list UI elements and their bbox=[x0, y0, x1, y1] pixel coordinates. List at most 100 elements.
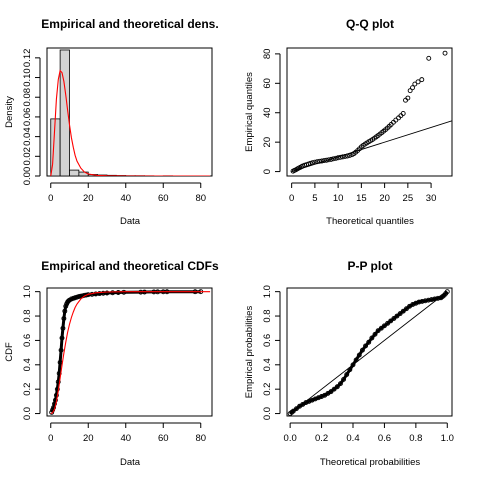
y-tick-label: 80 bbox=[262, 49, 273, 60]
plot-frame bbox=[286, 287, 453, 417]
empirical-cdf-point bbox=[53, 392, 59, 398]
x-tick-label: 40 bbox=[120, 193, 131, 204]
x-axis: 0 20 40 60 80 bbox=[48, 182, 206, 204]
y-tick-label: 0.6 bbox=[262, 334, 273, 347]
plot-frame bbox=[286, 47, 453, 177]
y-tick-label: 0.4 bbox=[22, 358, 33, 371]
qq-point bbox=[344, 153, 350, 159]
empirical-cdf-point bbox=[54, 386, 60, 392]
y-tick-label: 0.0 bbox=[262, 407, 273, 420]
x-tick-label: 0.6 bbox=[378, 433, 391, 444]
x-tick-label: 0.0 bbox=[284, 433, 297, 444]
y-tick-label: 0.6 bbox=[22, 334, 33, 347]
y-tick-label: 0.08 bbox=[22, 88, 33, 107]
qq-point bbox=[340, 154, 346, 160]
density-curve bbox=[50, 69, 211, 176]
qq-point bbox=[426, 55, 432, 61]
qq-panel: Q-Q plot 0 5 10 15 20 25 30 0 20 40 60 80 Theoreti… bbox=[244, 17, 453, 227]
x-tick-label: 20 bbox=[379, 193, 390, 204]
qq-point bbox=[412, 81, 418, 87]
pp-point bbox=[400, 308, 406, 314]
x-tick-label: 1.0 bbox=[441, 433, 454, 444]
empirical-cdf-point bbox=[52, 397, 58, 403]
x-tick-label: 0.4 bbox=[346, 433, 359, 444]
pp-point bbox=[353, 357, 359, 363]
qq-point bbox=[307, 160, 313, 166]
chart-title: Empirical and theoretical CDFs bbox=[41, 259, 219, 273]
y-axis-label: Empirical probabilities bbox=[244, 306, 255, 399]
plot-area bbox=[49, 289, 211, 415]
pp-point bbox=[375, 328, 381, 334]
qq-point bbox=[410, 85, 415, 91]
qq-point bbox=[335, 155, 341, 161]
qq-point bbox=[310, 160, 316, 166]
y-tick-label: 0.0 bbox=[22, 407, 33, 420]
y-tick-label: 0.2 bbox=[22, 383, 33, 396]
pp-point bbox=[444, 289, 450, 295]
histogram-bar bbox=[78, 171, 89, 176]
plot-frame bbox=[46, 47, 213, 177]
pp-point bbox=[381, 323, 387, 329]
pp-point bbox=[331, 386, 337, 392]
x-axis-label: Data bbox=[120, 457, 141, 468]
x-tick-label: 40 bbox=[120, 433, 131, 444]
pp-point bbox=[350, 362, 356, 368]
chart-title: Q-Q plot bbox=[346, 17, 394, 31]
empirical-cdf-point bbox=[63, 303, 69, 309]
qq-point bbox=[342, 153, 348, 159]
pp-point bbox=[293, 406, 299, 412]
empirical-cdf-point bbox=[110, 290, 116, 296]
x-axis: 0 20 40 60 80 bbox=[48, 422, 206, 444]
empirical-cdf-point bbox=[61, 316, 67, 321]
x-tick-label: 20 bbox=[83, 193, 94, 204]
y-axis: 0.000.020.040.060.080.100.12 bbox=[22, 49, 41, 185]
histogram-bar bbox=[59, 49, 70, 176]
pp-point bbox=[359, 347, 365, 353]
x-tick-label: 10 bbox=[333, 193, 344, 204]
y-tick-label: 60 bbox=[262, 78, 273, 89]
pp-point bbox=[403, 306, 409, 312]
pp-point bbox=[419, 298, 425, 304]
qq-point bbox=[415, 79, 421, 85]
y-axis: 0 20 40 60 80 bbox=[262, 49, 281, 174]
qq-point bbox=[333, 155, 339, 161]
qq-point bbox=[326, 157, 332, 163]
x-tick-label: 80 bbox=[195, 193, 206, 204]
chart-title: P-P plot bbox=[347, 259, 392, 273]
reference-line bbox=[289, 291, 448, 414]
qq-point bbox=[319, 158, 325, 164]
pp-point bbox=[385, 320, 391, 326]
qq-point bbox=[347, 152, 353, 158]
qq-point bbox=[317, 158, 322, 164]
density-panel: Empirical and theoretical dens. 0 20 40 60 8… bbox=[4, 17, 219, 227]
pp-point bbox=[356, 352, 362, 358]
pp-point bbox=[416, 299, 422, 305]
histogram-bar bbox=[69, 169, 80, 176]
theoretical-cdf-curve bbox=[50, 291, 211, 415]
qq-point bbox=[314, 159, 320, 165]
x-tick-label: 20 bbox=[83, 433, 94, 444]
x-axis: 0.0 0.2 0.4 0.6 0.8 1.0 bbox=[284, 422, 454, 444]
pp-curve bbox=[289, 290, 449, 415]
x-tick-label: 80 bbox=[195, 433, 206, 444]
pp-point bbox=[372, 331, 378, 337]
pp-point bbox=[435, 295, 441, 301]
qq-point bbox=[321, 158, 327, 164]
y-tick-label: 0.8 bbox=[22, 309, 33, 322]
pp-point bbox=[429, 297, 435, 303]
qq-point bbox=[331, 156, 336, 162]
qq-point bbox=[419, 77, 425, 83]
plot-frame bbox=[46, 287, 213, 417]
pp-point bbox=[422, 298, 428, 304]
pp-panel: P-P plot 0.0 0.2 0.4 0.6 0.8 1.0 0.0 0.2 0.4 0.6… bbox=[244, 259, 454, 468]
y-tick-label: 1.0 bbox=[22, 285, 33, 298]
x-tick-label: 0 bbox=[289, 193, 294, 204]
y-axis-label: Density bbox=[4, 96, 15, 128]
pp-point bbox=[397, 311, 403, 317]
empirical-cdf-point bbox=[62, 308, 68, 314]
chart-title: Empirical and theoretical dens. bbox=[41, 17, 218, 31]
pp-point bbox=[341, 376, 347, 382]
y-tick-label: 0.4 bbox=[262, 358, 273, 371]
y-axis: 0.0 0.2 0.4 0.6 0.8 1.0 bbox=[262, 285, 281, 420]
qq-point bbox=[407, 88, 413, 94]
